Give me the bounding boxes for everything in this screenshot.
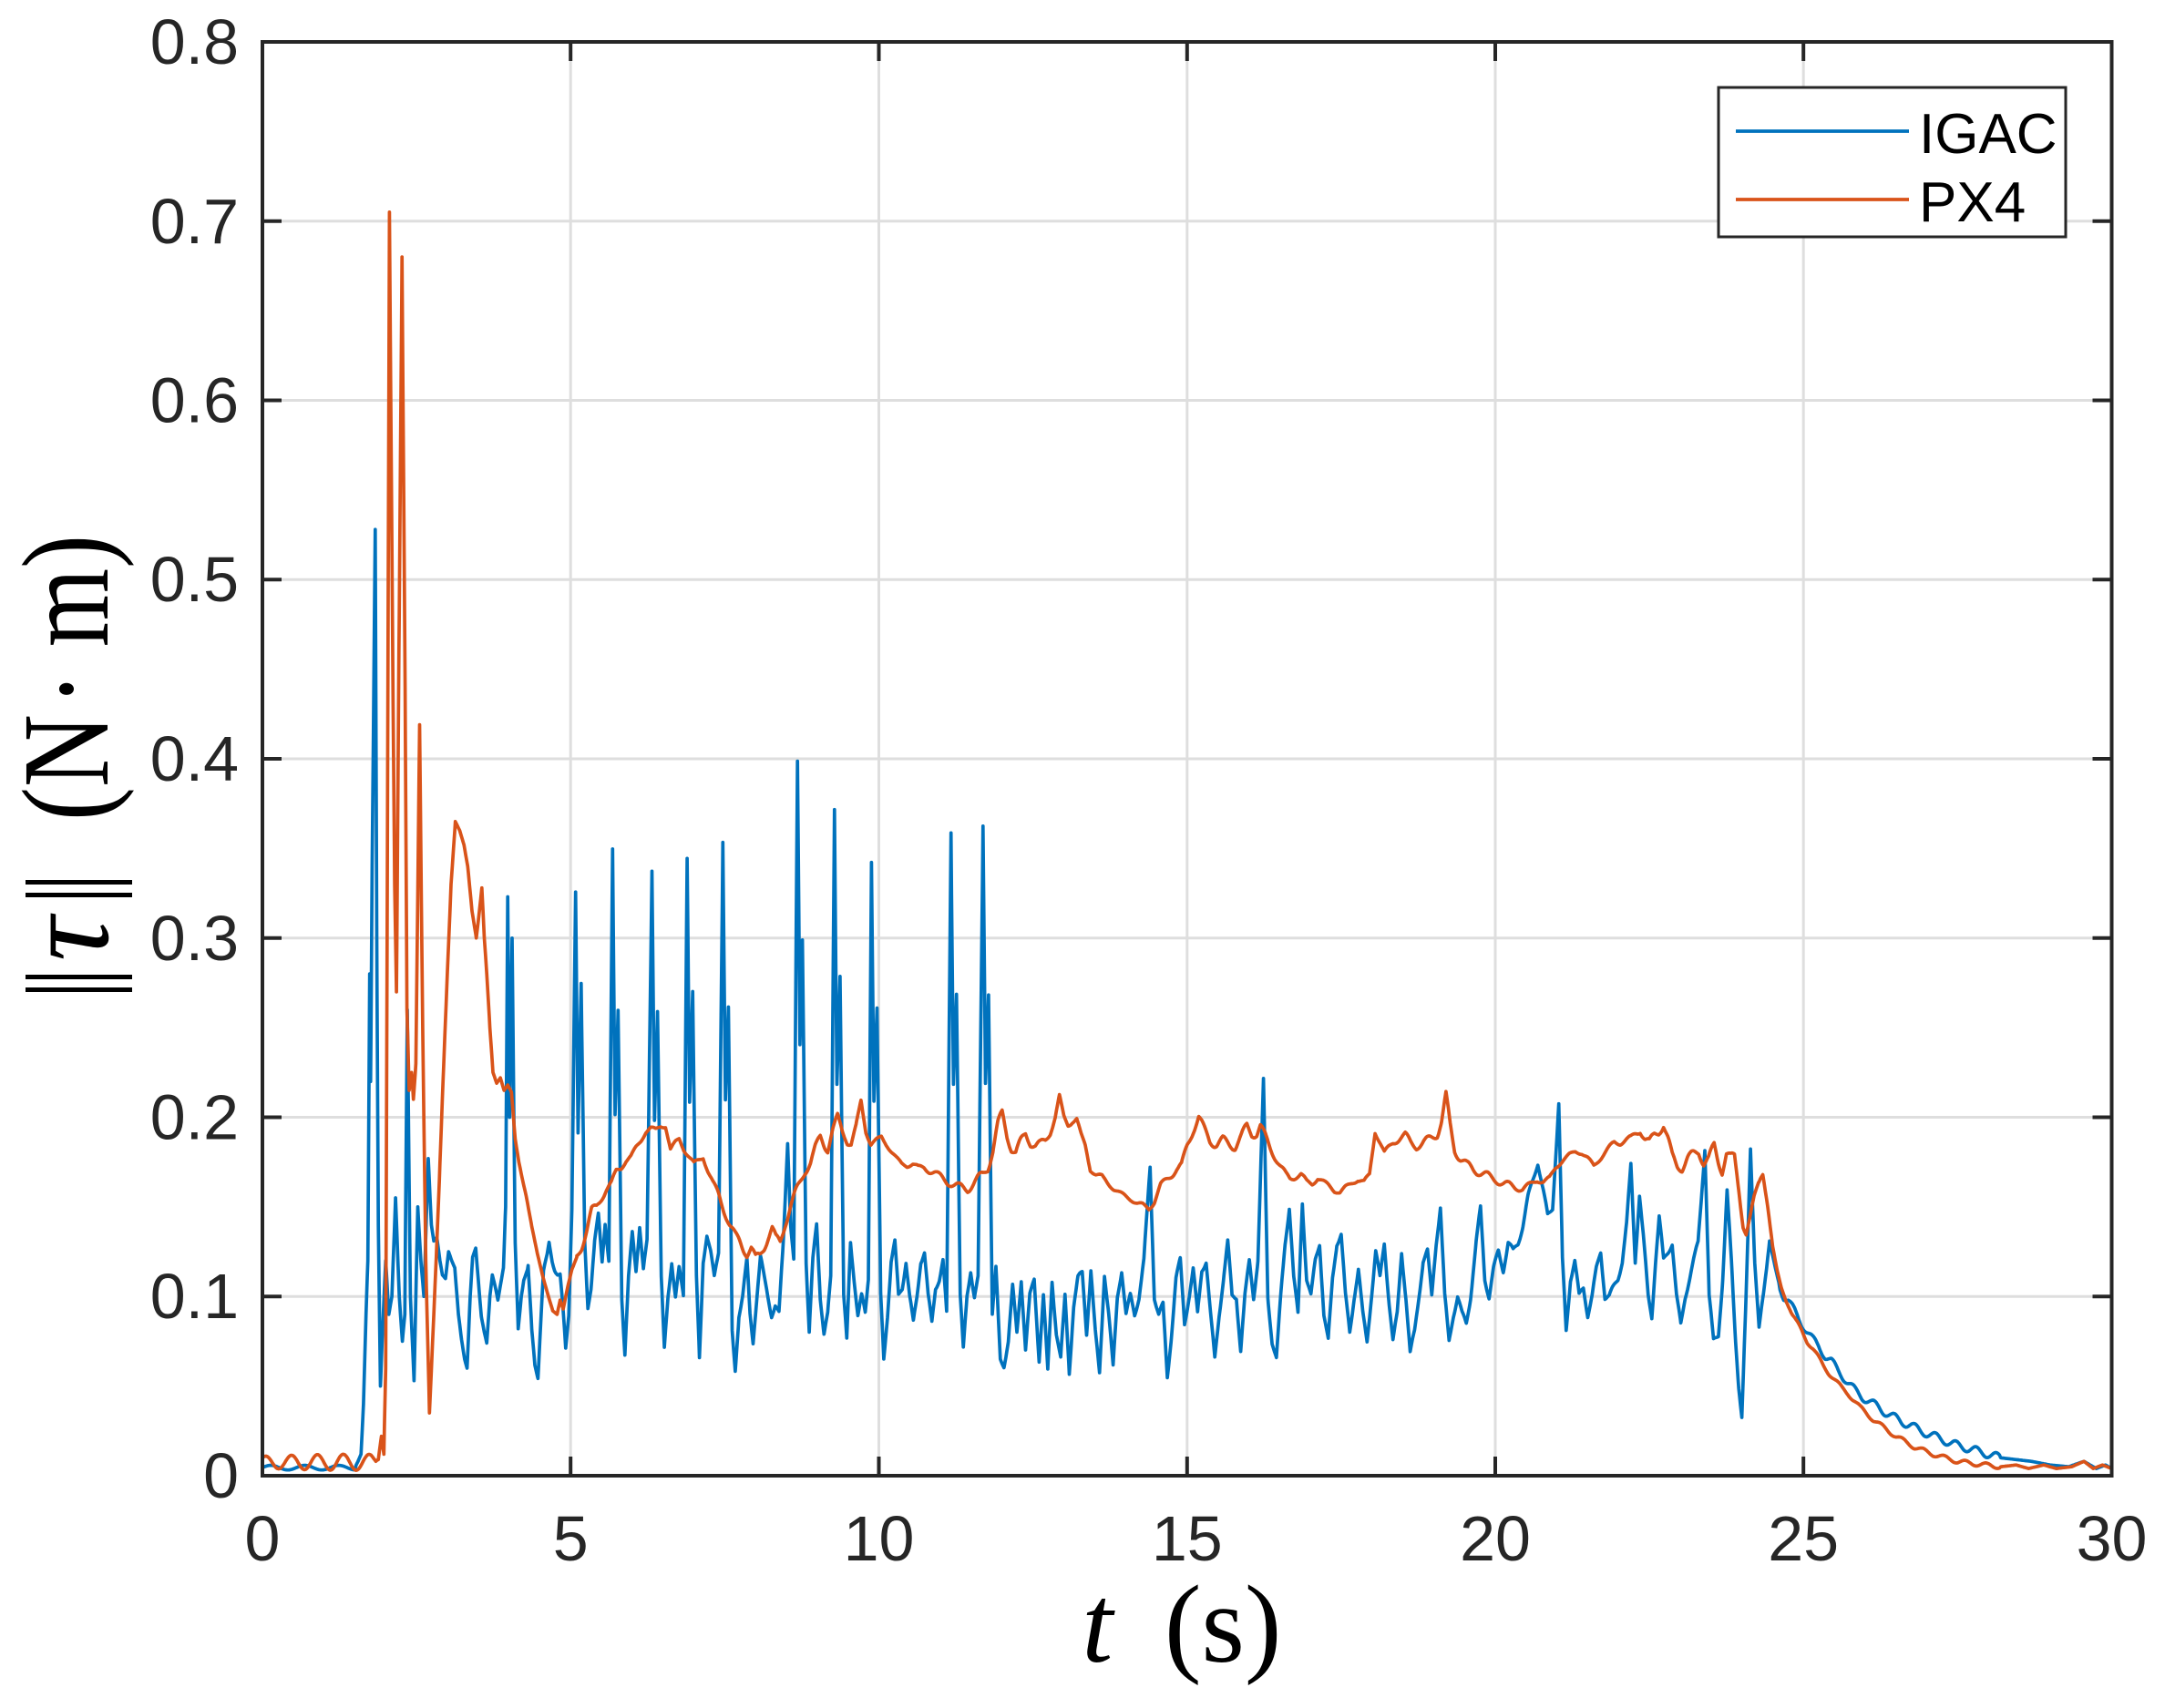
svg-text:(N · m): (N · m) — [0, 535, 135, 821]
svg-text:IGAC: IGAC — [1919, 103, 2057, 166]
svg-text:10: 10 — [844, 1503, 915, 1574]
svg-text:0.1: 0.1 — [150, 1261, 239, 1332]
svg-text:25: 25 — [1768, 1503, 1839, 1574]
svg-text:0.3: 0.3 — [150, 903, 239, 974]
svg-text:t (s): t (s) — [1082, 1563, 1281, 1686]
svg-text:0.2: 0.2 — [150, 1082, 239, 1153]
svg-text:τ: τ — [0, 913, 135, 961]
svg-text:0.5: 0.5 — [150, 544, 239, 615]
svg-text:0: 0 — [245, 1503, 281, 1574]
svg-text:PX4: PX4 — [1919, 171, 2026, 234]
svg-text:0.6: 0.6 — [150, 365, 239, 436]
svg-text:0.4: 0.4 — [150, 723, 239, 794]
svg-text:30: 30 — [2077, 1503, 2148, 1574]
svg-text:20: 20 — [1460, 1503, 1531, 1574]
svg-text:0.7: 0.7 — [150, 186, 239, 257]
svg-text:0: 0 — [203, 1440, 239, 1511]
svg-text:5: 5 — [553, 1503, 589, 1574]
svg-text:0.8: 0.8 — [150, 6, 239, 77]
svg-text:15: 15 — [1152, 1503, 1223, 1574]
